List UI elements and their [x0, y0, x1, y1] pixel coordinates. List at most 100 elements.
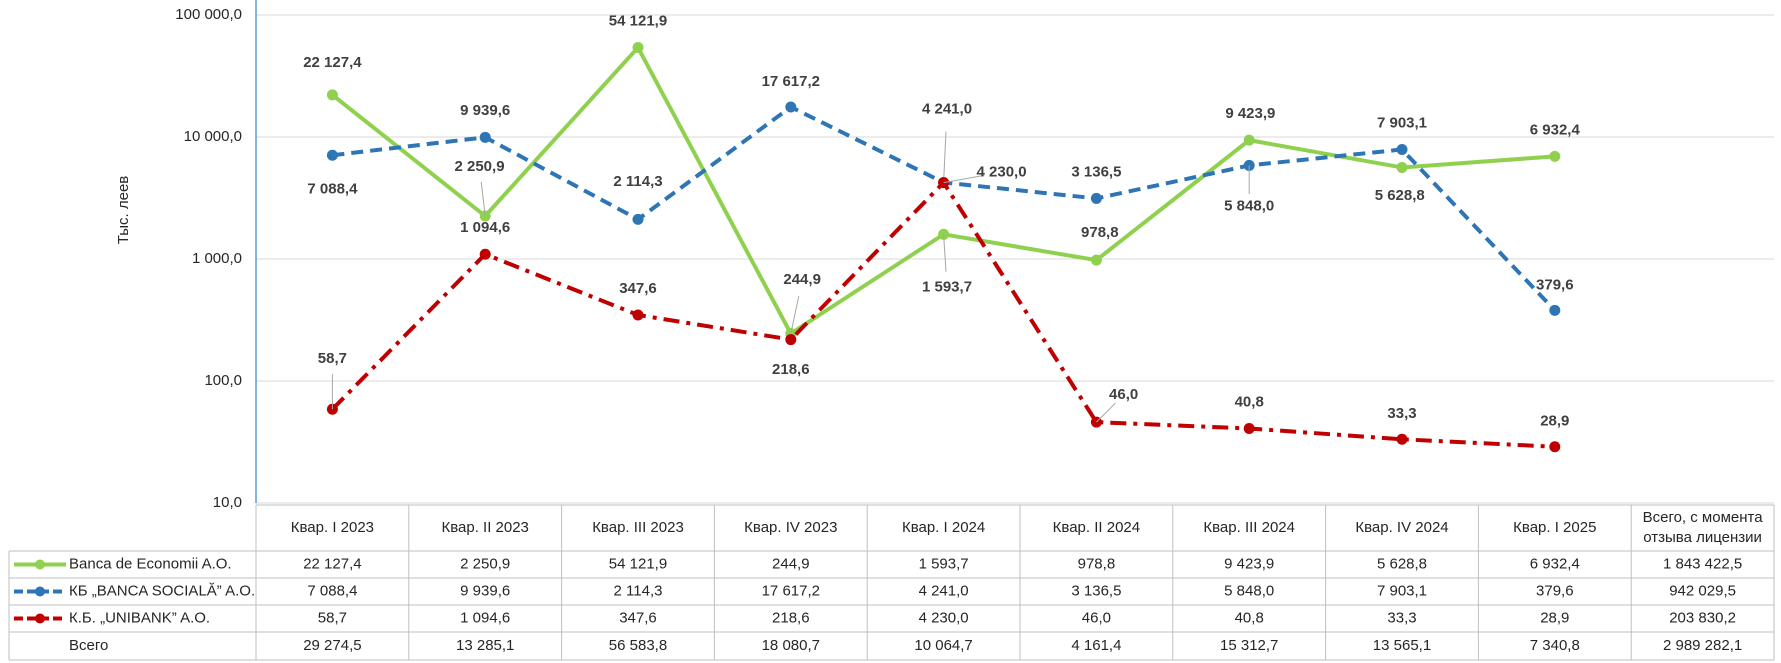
table-cell: 4 161,4 [1071, 637, 1121, 654]
data-point [479, 248, 491, 260]
data-label: 5 848,0 [1224, 197, 1274, 214]
leader-line [943, 131, 947, 183]
table-cell: 2 250,9 [460, 555, 510, 572]
legend-marker [35, 559, 45, 570]
leader-line [943, 174, 985, 184]
data-label: 7 903,1 [1377, 114, 1427, 131]
table-cell: 1 094,6 [460, 609, 510, 626]
table-cell: 15 312,7 [1220, 637, 1278, 654]
data-point [1549, 304, 1561, 316]
data-point [632, 42, 644, 54]
y-tick-label: 10 000,0 [184, 128, 242, 145]
data-label: 58,7 [318, 350, 347, 367]
data-point [1396, 433, 1408, 445]
table-cell: 7 088,4 [307, 582, 357, 599]
data-label: 379,6 [1536, 276, 1574, 293]
table-cell: 3 136,5 [1071, 582, 1121, 599]
legend-marker [35, 586, 45, 597]
table-cell: 4 230,0 [919, 609, 969, 626]
table-cell: 7 903,1 [1377, 582, 1427, 599]
leader-line [1096, 402, 1116, 423]
data-label: 17 617,2 [762, 73, 820, 90]
data-label: 9 423,9 [1225, 105, 1275, 122]
table-cell: 33,3 [1387, 609, 1416, 626]
data-point [1243, 134, 1255, 146]
x-tick-label: Квар. IV 2024 [1355, 519, 1448, 536]
table-cell: 978,8 [1078, 555, 1116, 572]
legend-label: К.Б. „UNIBANK” A.O. [69, 609, 210, 626]
table-header: Всего, с момента отзыва лицензии [1643, 509, 1764, 546]
x-tick-label: Квар. I 2023 [291, 519, 374, 536]
legend-label: Banca de Economii A.O. [69, 555, 232, 572]
table-cell: 58,7 [318, 609, 347, 626]
data-label: 6 932,4 [1530, 121, 1581, 138]
table-row-label: Всего [69, 637, 108, 654]
x-tick-label: Квар. II 2023 [441, 519, 528, 536]
table-cell: 13 285,1 [456, 637, 514, 654]
table-cell: 2 989 282,1 [1663, 637, 1742, 654]
x-tick-label: Квар. III 2024 [1203, 519, 1295, 536]
data-point [1396, 143, 1408, 155]
data-label: 1 593,7 [922, 279, 972, 296]
data-label: 46,0 [1109, 386, 1138, 403]
table-cell: 4 241,0 [919, 582, 969, 599]
table-cell: 54 121,9 [609, 555, 667, 572]
data-point [785, 101, 797, 113]
table-cell: 379,6 [1536, 582, 1574, 599]
table-cell: 40,8 [1235, 609, 1264, 626]
table-cell: 22 127,4 [303, 555, 361, 572]
table-cell: 218,6 [772, 609, 810, 626]
table-cell: 18 080,7 [762, 637, 820, 654]
leader-line [790, 296, 800, 334]
y-tick-label: 100,0 [204, 372, 242, 389]
table-cell: 6 932,4 [1530, 555, 1580, 572]
data-label: 2 114,3 [613, 173, 662, 190]
data-point [326, 89, 338, 101]
table-cell: 5 848,0 [1224, 582, 1274, 599]
legend-marker [35, 613, 45, 624]
data-label: 2 250,9 [454, 158, 504, 175]
data-label: 28,9 [1540, 413, 1569, 430]
data-point [326, 149, 338, 161]
y-tick-label: 10,0 [213, 494, 242, 511]
data-label: 347,6 [619, 280, 657, 297]
table-cell: 1 593,7 [919, 555, 969, 572]
table-cell: 10 064,7 [914, 637, 972, 654]
x-tick-label: Квар. II 2024 [1053, 519, 1140, 536]
data-point [632, 213, 644, 225]
data-point [1243, 422, 1255, 434]
data-point [479, 131, 491, 143]
table-cell: 56 583,8 [609, 637, 667, 654]
data-point [1549, 441, 1561, 453]
leader-line [943, 234, 947, 272]
data-label: 244,9 [783, 271, 821, 288]
legend-label: КБ „BANCA SOCIALĂ” A.O. [69, 582, 255, 599]
table-cell: 28,9 [1540, 609, 1569, 626]
table-cell: 7 340,8 [1530, 637, 1580, 654]
data-label: 1 094,6 [460, 219, 510, 236]
table-cell: 244,9 [772, 555, 810, 572]
table-cell: 2 114,3 [614, 582, 663, 599]
table-cell: 203 830,2 [1669, 609, 1736, 626]
x-tick-label: Квар. I 2025 [1513, 519, 1596, 536]
data-label: 4 230,0 [977, 163, 1027, 180]
x-tick-label: Квар. IV 2023 [744, 519, 837, 536]
data-point [785, 334, 797, 346]
table-cell: 46,0 [1082, 609, 1111, 626]
data-label: 7 088,4 [307, 180, 358, 197]
data-label: 978,8 [1081, 224, 1119, 241]
data-label: 9 939,6 [460, 102, 510, 119]
table-cell: 942 029,5 [1669, 582, 1736, 599]
y-tick-label: 100 000,0 [175, 6, 242, 23]
data-label: 33,3 [1387, 405, 1416, 422]
data-label: 5 628,8 [1375, 187, 1425, 204]
data-label: 218,6 [772, 361, 810, 378]
x-tick-label: Квар. III 2023 [592, 519, 684, 536]
table-cell: 1 843 422,5 [1663, 555, 1742, 572]
series-line [330, 179, 1555, 449]
table-cell: 347,6 [619, 609, 657, 626]
table-cell: 5 628,8 [1377, 555, 1427, 572]
data-point [632, 309, 644, 321]
